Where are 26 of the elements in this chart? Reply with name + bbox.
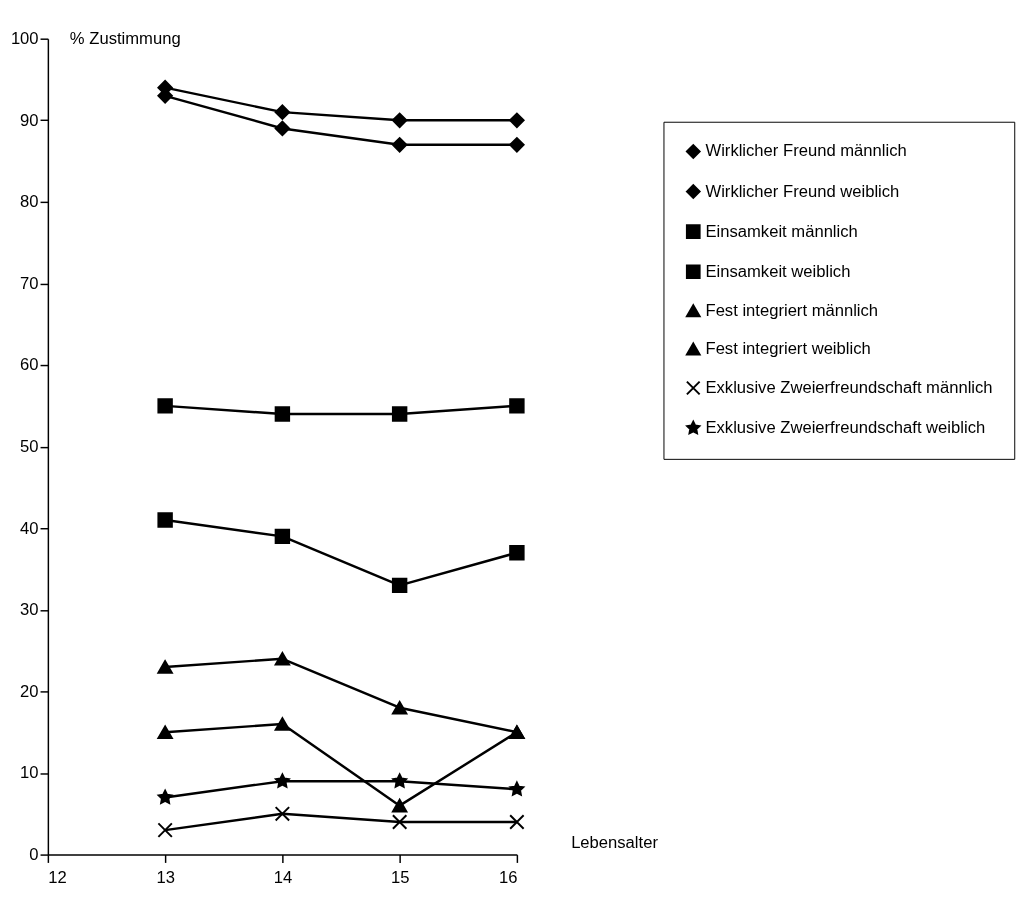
y-tick-label: 70 bbox=[20, 273, 39, 293]
y-axis-title: % Zustimmung bbox=[69, 29, 181, 49]
y-tick-label: 80 bbox=[20, 192, 39, 212]
y-tick-label: 60 bbox=[20, 355, 39, 375]
y-tick-label: 30 bbox=[20, 600, 39, 620]
y-tick-label: 20 bbox=[20, 681, 39, 701]
y-tick-label: 90 bbox=[20, 110, 39, 130]
y-tick-label: 50 bbox=[20, 437, 39, 457]
legend-label: Einsamkeit männlich bbox=[705, 221, 858, 241]
legend-label: Fest integriert weiblich bbox=[705, 338, 871, 358]
legend-label: Exklusive Zweierfreundschaft weiblich bbox=[705, 417, 986, 437]
y-tick-label: 0 bbox=[29, 844, 39, 864]
x-tick-label: 13 bbox=[156, 868, 175, 888]
x-tick-label: 14 bbox=[273, 868, 293, 888]
x-tick-label: 15 bbox=[390, 868, 410, 888]
y-tick-label: 100 bbox=[10, 29, 39, 49]
x-tick-label: 16 bbox=[498, 868, 518, 888]
y-tick-label: 10 bbox=[20, 763, 39, 783]
y-tick-label: 40 bbox=[20, 518, 39, 538]
legend-label: Wirklicher Freund männlich bbox=[705, 141, 907, 161]
legend-label: Fest integriert männlich bbox=[705, 300, 879, 320]
legend-label: Wirklicher Freund weiblich bbox=[705, 181, 900, 201]
legend-label: Exklusive Zweierfreundschaft männlich bbox=[705, 377, 993, 397]
legend-label: Einsamkeit weiblich bbox=[705, 261, 851, 281]
x-axis-title: Lebensalter bbox=[571, 833, 659, 853]
x-tick-label: 12 bbox=[48, 868, 67, 888]
